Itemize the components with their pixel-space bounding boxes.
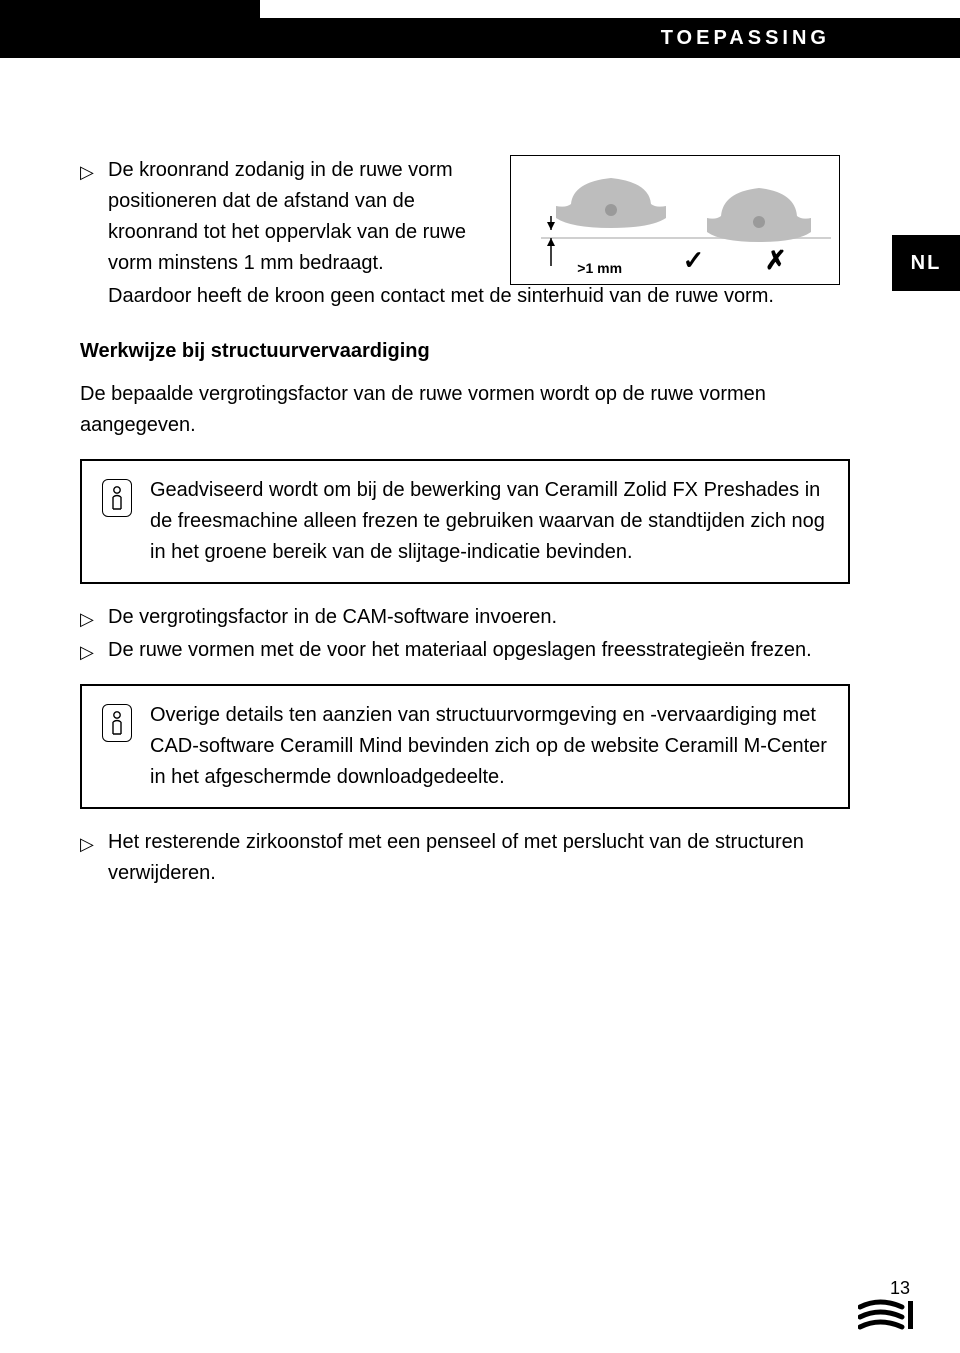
top-left-black-bar (0, 0, 260, 58)
header-band: TOEPASSING (260, 18, 960, 58)
bullet-2-text: De vergrotingsfactor in de CAM-software … (108, 606, 557, 628)
info-person-icon (109, 710, 125, 736)
triangle-icon: ▷ (80, 159, 94, 187)
page-number: 13 (890, 1278, 910, 1299)
info-person-icon (109, 485, 125, 511)
bullet-item-3: ▷ De ruwe vormen met de voor het materia… (80, 635, 850, 666)
logo-waves-icon (858, 1299, 918, 1338)
bullet-item-2: ▷ De vergrotingsfactor in de CAM-softwar… (80, 602, 850, 633)
bullet-item-1: ▷ De kroonrand zodanig in de ruwe vorm p… (80, 155, 850, 279)
info-icon-1 (102, 479, 132, 517)
triangle-icon: ▷ (80, 831, 94, 859)
info-box-1: Geadviseerd wordt om bij de bewerking va… (80, 459, 850, 584)
triangle-icon: ▷ (80, 606, 94, 634)
info-box-2: Overige details ten aanzien van structuu… (80, 684, 850, 809)
bullet-item-4: ▷ Het resterende zirkoonstof met een pen… (80, 827, 850, 889)
language-tab: NL (892, 235, 960, 291)
info-box-1-text: Geadviseerd wordt om bij de bewerking va… (150, 475, 828, 568)
bullet-1-continuation: Daardoor heeft de kroon geen contact met… (80, 281, 850, 312)
section-title: Werkwijze bij structuurvervaardiging (80, 340, 850, 363)
section-body: De bepaalde vergrotingsfactor van de ruw… (80, 379, 850, 441)
info-icon-2 (102, 704, 132, 742)
language-code: NL (911, 252, 942, 275)
bullet-3-text: De ruwe vormen met de voor het materiaal… (108, 639, 812, 661)
bullet-1-text: De kroonrand zodanig in de ruwe vorm pos… (108, 155, 508, 279)
header-title: TOEPASSING (661, 27, 830, 50)
triangle-icon: ▷ (80, 639, 94, 667)
info-box-2-text: Overige details ten aanzien van structuu… (150, 700, 828, 793)
page-content: ▷ De kroonrand zodanig in de ruwe vorm p… (80, 155, 850, 891)
bullet-4-text: Het resterende zirkoonstof met een pense… (108, 831, 804, 884)
